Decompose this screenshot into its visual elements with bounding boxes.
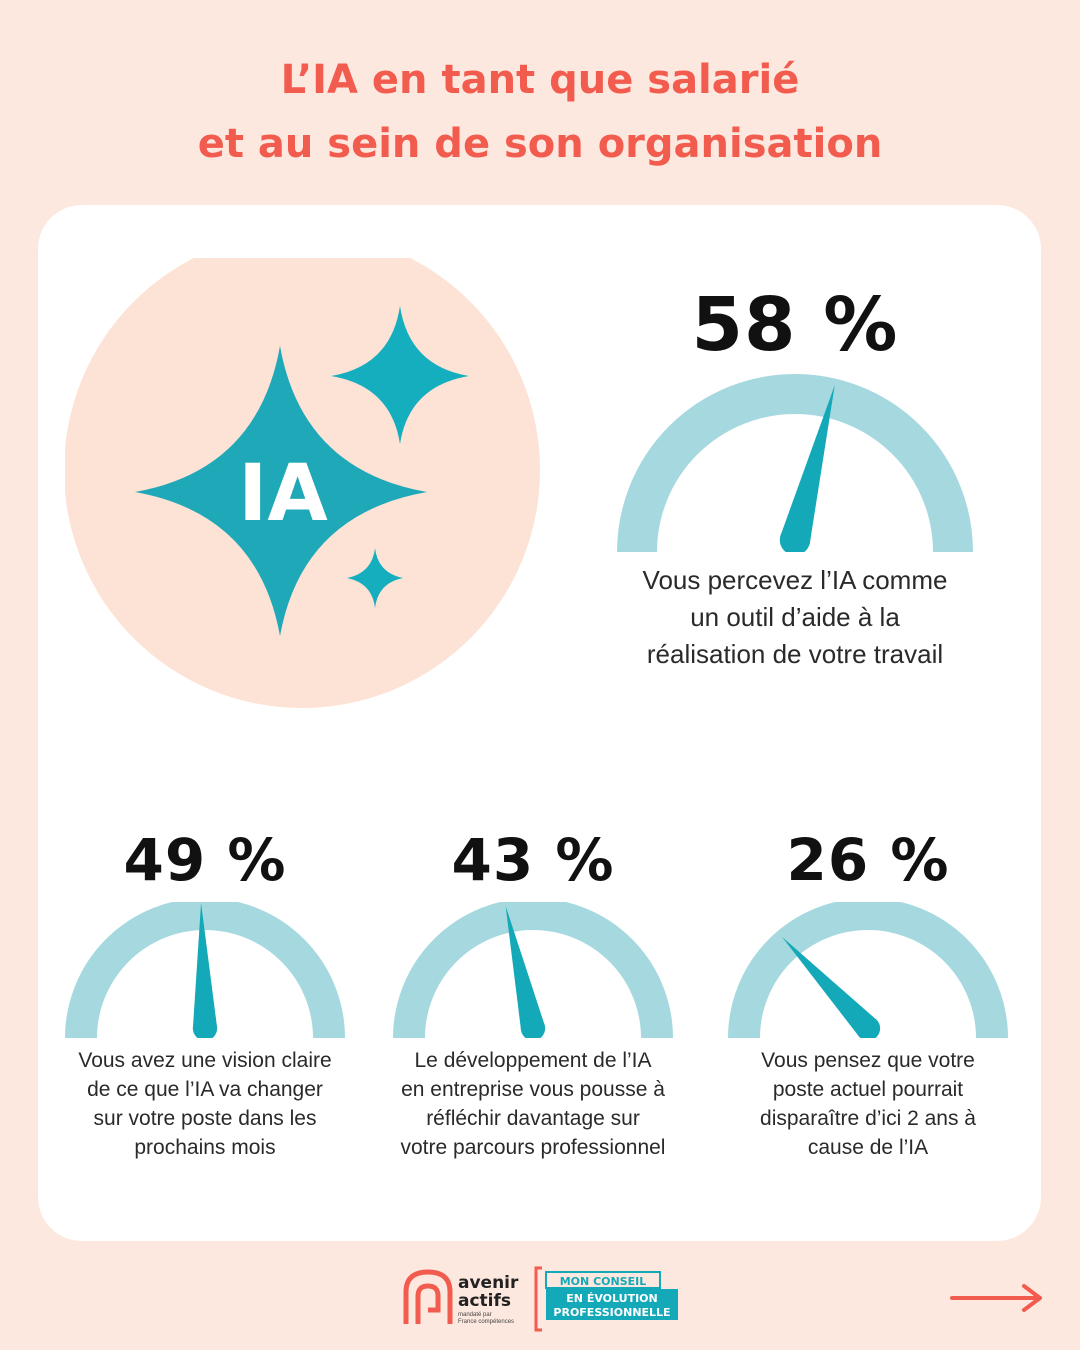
stat-gauge (728, 902, 1008, 1038)
program-box-1 (545, 1271, 661, 1289)
brand-sub-1: mandaté par (458, 1312, 492, 1318)
description-line: Le développement de l’IA (414, 1049, 652, 1072)
stat-description: Le développement de l’IA en entreprise v… (368, 1046, 698, 1162)
gauge-needle-hub (855, 1016, 881, 1038)
description-line: Vous percevez l’IA comme (642, 565, 948, 595)
gauge-needle (782, 936, 877, 1037)
description-line: prochains mois (134, 1136, 276, 1159)
program-line-1: MON CONSEIL (560, 1275, 647, 1288)
description-line: réfléchir davantage sur (426, 1107, 640, 1130)
sparkle-large-icon (135, 346, 427, 636)
gauge-needle (780, 385, 835, 544)
stat-percent: 49 % (123, 826, 287, 894)
stat-gauge (65, 902, 345, 1038)
hero-ia-label: IA (238, 449, 327, 539)
stat-developpement: 43 % Le développement de l’IA en entrepr… (368, 826, 698, 1162)
stat-poste-disparaitre: 26 % Vous pensez que votre poste actuel … (703, 826, 1033, 1162)
house-logo-icon (403, 1269, 453, 1324)
description-line: un outil d’aide à la (690, 602, 900, 632)
description-line: Vous pensez que votre (761, 1049, 975, 1072)
gauge-needle-hub (779, 524, 811, 552)
gauge-track (617, 374, 973, 552)
arrow-right-icon[interactable] (948, 1280, 1048, 1316)
description-line: en entreprise vous pousse à (401, 1078, 665, 1101)
title-line-1: L’IA en tant que salarié (280, 57, 800, 103)
title-line-2: et au sein de son organisation (197, 121, 883, 167)
page-title: L’IA en tant que salarié et au sein de s… (0, 48, 1080, 176)
stat-description: Vous avez une vision claire de ce que l’… (40, 1046, 370, 1162)
stat-percent: 26 % (786, 826, 950, 894)
ia-sparkle-illustration: IA (65, 258, 540, 708)
stat-gauge (393, 902, 673, 1038)
gauge-track (728, 902, 1008, 1038)
description-line: réalisation de votre travail (646, 639, 944, 669)
gauge-needle-hub (192, 1016, 218, 1038)
brand-sub-2: France compétences (458, 1319, 514, 1325)
description-line: votre parcours professionnel (400, 1136, 666, 1159)
avenir-actifs-logo: avenir actifs mandaté par France compéte… (403, 1266, 678, 1332)
sparkle-small-icon (347, 548, 403, 608)
stat-main-gauge (617, 374, 973, 552)
description-line: cause de l’IA (807, 1136, 929, 1159)
brand-line-2: actifs (458, 1291, 511, 1311)
brand-line-1: avenir (458, 1273, 519, 1293)
description-line: sur votre poste dans les (93, 1107, 317, 1130)
sparkle-medium-icon (331, 306, 469, 444)
bracket-divider (534, 1266, 542, 1332)
gauge-track (393, 902, 673, 1038)
gauge-needle-hub (520, 1016, 546, 1038)
house-logo-inner (415, 1283, 441, 1324)
program-box-2 (546, 1289, 678, 1320)
description-line: poste actuel pourrait (772, 1078, 964, 1101)
program-line-2: EN ÉVOLUTION (566, 1292, 657, 1305)
stat-main: 58 % Vous percevez l’IA comme un outil d… (600, 282, 990, 673)
gauge-needle (192, 902, 218, 1029)
stat-vision-claire: 49 % Vous avez une vision claire de ce q… (40, 826, 370, 1162)
stat-main-description: Vous percevez l’IA comme un outil d’aide… (600, 562, 990, 673)
gauge-needle (505, 905, 545, 1032)
stat-description: Vous pensez que votre poste actuel pourr… (703, 1046, 1033, 1162)
stat-percent: 43 % (451, 826, 615, 894)
description-line: de ce que l’IA va changer (87, 1078, 323, 1101)
stat-main-percent: 58 % (691, 282, 899, 368)
program-line-3: PROFESSIONNELLE (553, 1306, 670, 1319)
description-line: disparaître d’ici 2 ans à (760, 1107, 976, 1130)
gauge-track (65, 902, 345, 1038)
description-line: Vous avez une vision claire (78, 1049, 332, 1072)
